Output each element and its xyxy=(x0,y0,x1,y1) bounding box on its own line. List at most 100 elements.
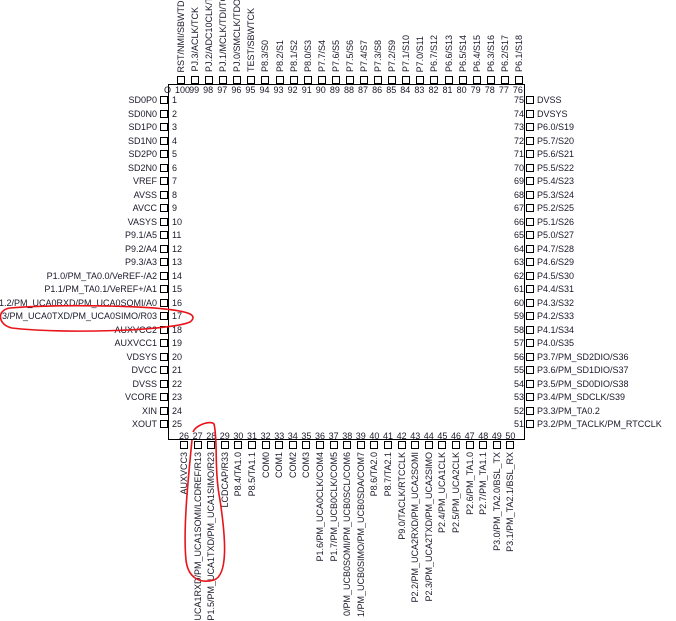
pin-pad xyxy=(411,441,420,449)
pin-label: P4.2/S33 xyxy=(537,311,575,321)
pin-label: P4.0/S35 xyxy=(537,338,575,348)
pin-pad xyxy=(424,441,433,449)
pin-label: P5.4/S23 xyxy=(537,176,575,186)
pin-number: 75 xyxy=(513,95,524,105)
pin-pad xyxy=(472,76,481,84)
pin-number: 29 xyxy=(219,431,230,441)
pin-number: 50 xyxy=(505,431,516,441)
pin-number: 84 xyxy=(400,85,411,95)
pin-number: 80 xyxy=(456,85,467,95)
pin-label: .3/PM_UCA0TXD/PM_UCA0SIMO/R03 xyxy=(0,311,157,321)
pin-label: P5.5/S22 xyxy=(537,162,575,173)
pin-label: AUXVCC1 xyxy=(114,338,157,348)
pin-pad xyxy=(160,244,168,253)
pin-pad xyxy=(205,76,214,84)
pin-pad xyxy=(526,298,534,307)
pin-pad xyxy=(303,76,312,84)
pin-pad xyxy=(526,204,534,212)
pin-pad xyxy=(302,441,311,449)
pin-pad xyxy=(526,312,534,320)
pin-pad xyxy=(465,441,474,449)
pin-pad xyxy=(526,271,534,280)
pin-label: P5.0/S27 xyxy=(537,230,575,240)
pin-label: VASYS xyxy=(127,216,157,227)
pin-pad xyxy=(416,76,425,84)
pin-pad xyxy=(526,96,534,104)
pin-label: P9.1/A5 xyxy=(124,230,157,240)
pin-number: 36 xyxy=(315,431,326,441)
pin-number: 17 xyxy=(172,311,183,321)
pin-number: 78 xyxy=(484,85,495,95)
pin-pad xyxy=(275,76,284,84)
pin-label: DVSYS xyxy=(537,108,568,119)
pin-number: 23 xyxy=(172,392,183,402)
pin-pad xyxy=(360,76,369,84)
pin-pad xyxy=(160,258,168,266)
pin-label: AVSS xyxy=(133,189,157,200)
pin1-marker: O xyxy=(164,85,172,95)
pin-number: 57 xyxy=(513,338,524,348)
pin-pad xyxy=(160,163,168,172)
pin-number: 81 xyxy=(442,85,453,95)
pin-pad xyxy=(430,76,439,84)
pin-pad xyxy=(526,217,534,226)
pin-number: 51 xyxy=(513,419,524,429)
pin-label: P5.7/S20 xyxy=(537,135,575,146)
pin-number: 26 xyxy=(179,431,190,441)
pin-pad xyxy=(233,76,242,84)
pin-number: 68 xyxy=(513,189,524,200)
pin-pad xyxy=(526,190,534,199)
pin-number: 52 xyxy=(513,405,524,416)
pin-number: 79 xyxy=(470,85,481,95)
pin-number: 32 xyxy=(260,431,271,441)
pin-number: 21 xyxy=(172,365,183,375)
pin-pad xyxy=(402,76,411,84)
pin-pad xyxy=(160,298,168,307)
pin-pad xyxy=(397,441,406,449)
pin-pad xyxy=(160,150,168,158)
pin-label: P3.6/PM_SD1DIO/S37 xyxy=(537,365,629,375)
pin-number: 91 xyxy=(301,85,312,95)
pin-pad xyxy=(526,339,534,347)
pin-number: 99 xyxy=(189,85,200,95)
pin-number: 11 xyxy=(172,230,182,240)
pin-pad xyxy=(160,352,168,361)
pin-number: 8 xyxy=(172,189,178,200)
pin-label: AVCC xyxy=(132,203,157,213)
pin-number: 37 xyxy=(328,431,339,441)
pin-number: 90 xyxy=(315,85,326,95)
pin-pad xyxy=(160,339,168,347)
pin-pad xyxy=(526,123,534,131)
pin-pad xyxy=(343,441,352,449)
pin-pad xyxy=(160,406,168,415)
pin-pad xyxy=(160,393,168,401)
pin-label: SD1P0 xyxy=(128,122,157,132)
pin-number: 28 xyxy=(206,431,217,441)
pin-label: P1.0/PM_TA0.0/VeREF-/A2 xyxy=(46,270,157,281)
pin-number: 98 xyxy=(203,85,214,95)
pin-number: 96 xyxy=(231,85,242,95)
pin-number: 85 xyxy=(386,85,397,95)
pin-number: 92 xyxy=(287,85,298,95)
pin-pad xyxy=(452,441,460,449)
annotation-ellipse-pin17 xyxy=(0,304,194,332)
pin-label: SD2P0 xyxy=(128,149,157,159)
pin-pad xyxy=(248,441,256,449)
pin-pad xyxy=(345,76,354,84)
pin-number: 86 xyxy=(372,85,383,95)
pin-label: P9.3/A3 xyxy=(124,257,157,267)
pin-pad xyxy=(356,441,365,449)
pin-label: DVSS xyxy=(537,95,562,105)
pin-pad xyxy=(526,244,534,253)
pin-pad xyxy=(388,76,397,84)
pin-number: 27 xyxy=(192,431,203,441)
pin-number: 95 xyxy=(245,85,256,95)
pin-number: 82 xyxy=(428,85,439,95)
pin-number: 89 xyxy=(329,85,340,95)
pin-label: XIN xyxy=(141,405,157,416)
pin-label: P4.3/S32 xyxy=(537,297,575,308)
pin-pad xyxy=(261,76,270,84)
pin-pad xyxy=(234,441,243,449)
pin-label: SD2N0 xyxy=(127,162,157,173)
pin-pad xyxy=(500,76,509,84)
